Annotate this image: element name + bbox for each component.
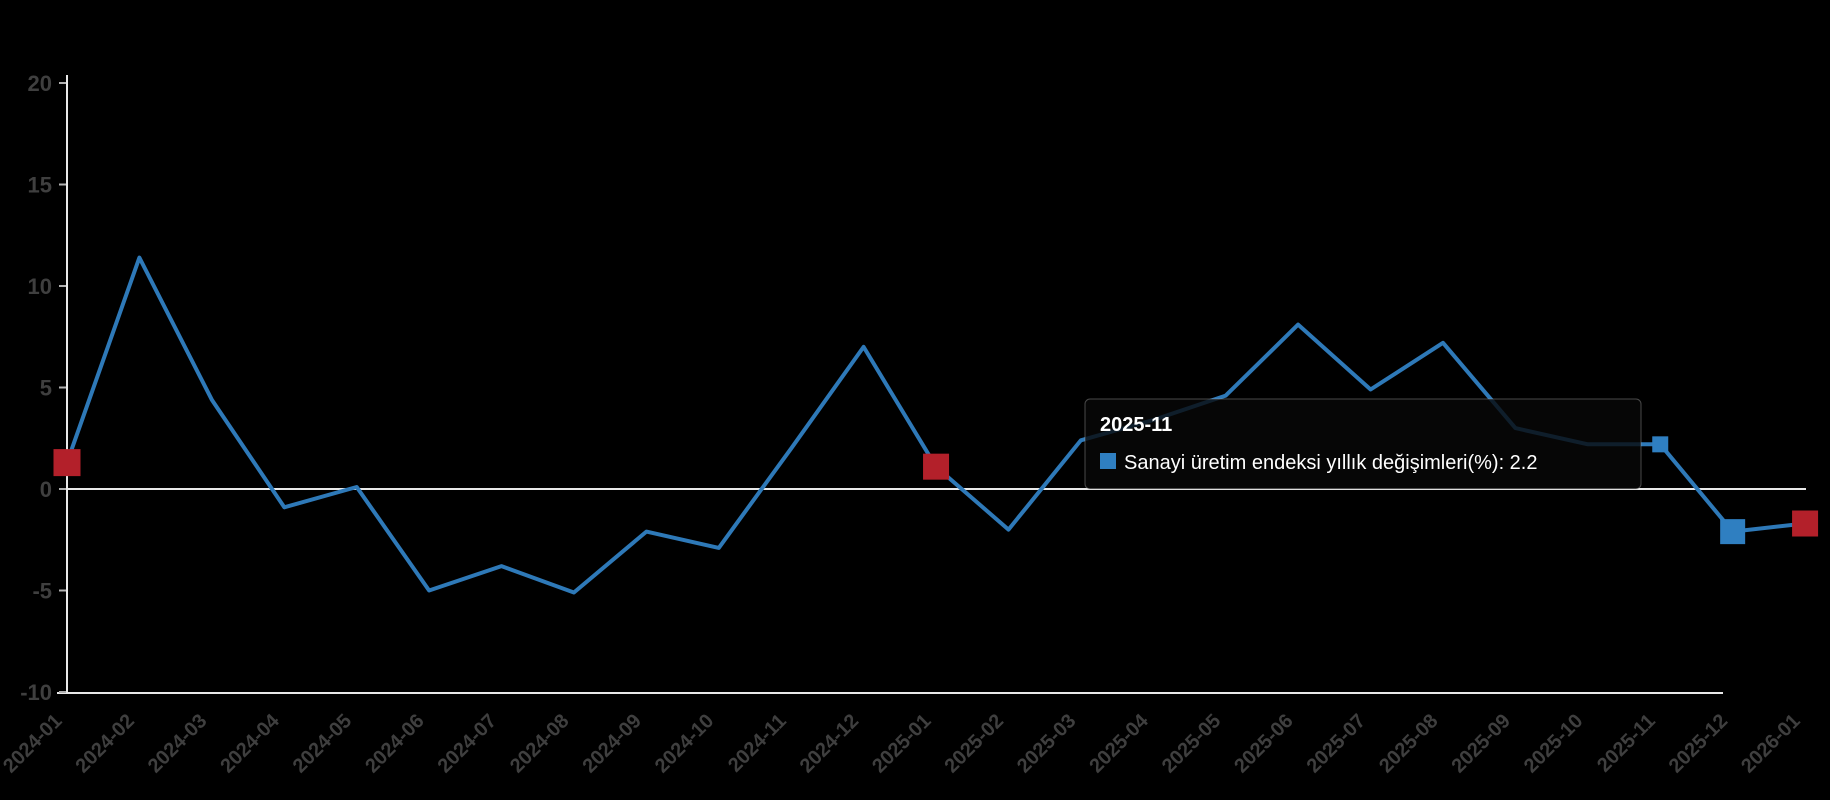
tooltip-background	[1084, 398, 1642, 490]
x-tick-label: 2024-05	[289, 710, 356, 777]
x-tick-label: 2024-08	[506, 710, 573, 777]
x-tick-label: 2025-01	[868, 710, 935, 777]
x-tick-label: 2024-02	[71, 710, 138, 777]
data-point-marker-2025-12[interactable]	[1720, 519, 1746, 545]
tooltip-title: 2025-11	[1100, 414, 1172, 436]
data-point-marker-2025-11[interactable]	[1652, 436, 1669, 453]
x-tick-label: 2025-10	[1520, 710, 1587, 777]
x-tick-label: 2024-03	[144, 710, 211, 777]
y-tick-label: 20	[28, 71, 52, 96]
x-tick-label: 2024-11	[724, 710, 791, 777]
data-point-marker-2025-01[interactable]	[923, 453, 950, 480]
y-tick-label: 5	[40, 376, 52, 401]
x-tick-label: 2025-06	[1230, 710, 1297, 777]
x-tick-label: 2024-09	[578, 710, 645, 777]
tooltip: 2025-11 Sanayi üretim endeksi yıllık değ…	[1084, 398, 1642, 490]
axes	[57, 75, 1806, 694]
legend-swatch-icon	[1100, 453, 1116, 469]
x-tick-label: 2024-06	[361, 710, 428, 777]
data-point-marker-2024-01[interactable]	[53, 449, 81, 477]
x-tick-label: 2025-04	[1085, 709, 1153, 777]
y-tick-label: -10	[20, 680, 52, 705]
y-tick-labels: 20 15 10 5 0 -5 -10	[20, 71, 66, 705]
y-tick-label: 15	[28, 173, 52, 198]
y-tick-label: -5	[32, 579, 52, 604]
x-tick-label: 2024-12	[796, 710, 863, 777]
x-tick-label: 2025-03	[1013, 710, 1080, 777]
x-tick-labels: 2024-01 2024-02 2024-03 2024-04 2024-05 2024-…	[0, 709, 1805, 777]
data-markers	[53, 436, 1819, 545]
x-tick-label: 2024-07	[434, 710, 501, 777]
y-tick-label: 10	[28, 274, 52, 299]
x-tick-label: 2025-02	[941, 710, 1008, 777]
x-tick-label: 2025-12	[1665, 710, 1732, 777]
x-tick-label: 2024-01	[0, 710, 67, 777]
x-tick-label: 2024-10	[651, 710, 718, 777]
tooltip-series-value: Sanayi üretim endeksi yıllık değişimleri…	[1124, 452, 1538, 474]
x-tick-label: 2025-05	[1158, 710, 1225, 777]
x-tick-label: 2026-01	[1737, 710, 1804, 777]
data-point-marker-2026-01[interactable]	[1792, 510, 1819, 537]
x-tick-label: 2025-08	[1375, 710, 1442, 777]
y-tick-label: 0	[40, 477, 52, 502]
x-tick-label: 2025-11	[1593, 710, 1660, 777]
x-tick-label: 2025-07	[1303, 710, 1370, 777]
x-tick-label: 2024-04	[216, 709, 284, 777]
x-tick-label: 2025-09	[1447, 710, 1514, 777]
